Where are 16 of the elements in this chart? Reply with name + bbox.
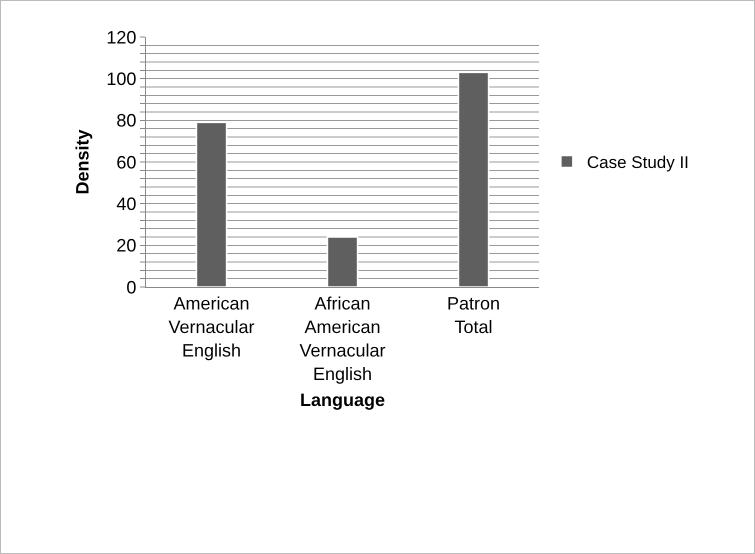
- bar: [196, 122, 228, 287]
- y-axis-title: Density: [72, 129, 93, 195]
- x-axis-title: Language: [300, 390, 386, 410]
- bar: [326, 236, 358, 287]
- y-tick-label: 100: [106, 68, 136, 89]
- y-tick-label: 20: [116, 236, 136, 256]
- x-tick-label: African American Vernacular English: [299, 294, 386, 384]
- y-tick-label: 120: [106, 27, 136, 48]
- bar: [458, 72, 490, 287]
- x-tick-label: American Vernacular English: [168, 294, 255, 360]
- x-tick-label: Patron Total: [446, 294, 500, 337]
- legend-label: Case Study II: [586, 153, 689, 172]
- y-tick-label: 40: [116, 194, 136, 214]
- y-tick-label: 60: [116, 152, 136, 172]
- y-tick-label: 80: [116, 110, 136, 131]
- y-tick-label: 0: [126, 277, 136, 298]
